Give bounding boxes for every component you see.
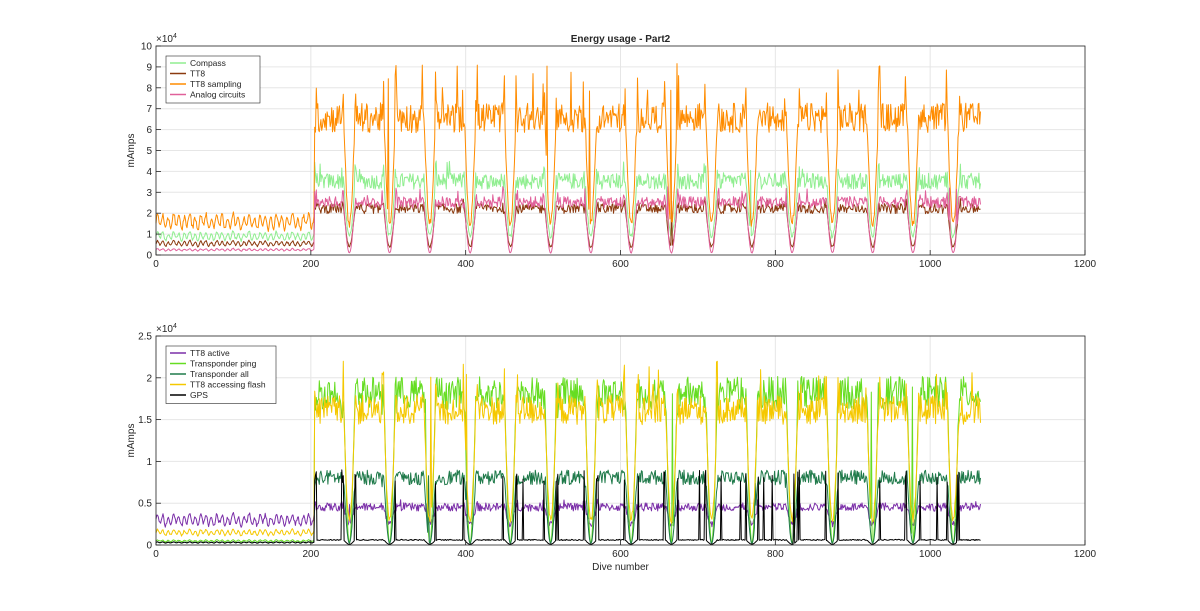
- y-tick-label: 1.5: [138, 415, 152, 426]
- x-tick-label: 200: [302, 259, 319, 270]
- y-tick-label: 6: [146, 125, 152, 136]
- series-line-0: [155, 160, 981, 243]
- y-tick-label: 4: [146, 167, 152, 178]
- y-tick-label: 10: [141, 42, 153, 53]
- y-tick-label: 2.5: [138, 332, 152, 343]
- legend-entry: Transponder all: [190, 369, 249, 379]
- y-tick-label: 0.5: [138, 499, 152, 510]
- chart-title: Energy usage - Part2: [571, 34, 671, 45]
- y-axis-label: mAmps: [126, 134, 137, 168]
- x-tick-label: 400: [457, 549, 474, 560]
- x-tick-label: 1200: [1074, 259, 1097, 270]
- x-tick-label: 600: [612, 549, 629, 560]
- x-tick-label: 1200: [1074, 549, 1097, 560]
- y-exponent-label: ×104: [156, 33, 177, 45]
- legend-entry: TT8 sampling: [190, 79, 242, 89]
- x-tick-label: 1000: [919, 549, 942, 560]
- legend-entry: Compass: [190, 58, 226, 68]
- legend-entry: GPS: [190, 390, 208, 400]
- top-chart-axes: 0 200 400 600 800 1000 1200 0 1 2 3 4 5 6 7 8 9 10×104 Ene…: [126, 33, 1097, 270]
- y-tick-label: 2: [146, 373, 152, 384]
- x-axis-label: Dive number: [592, 562, 649, 573]
- series-line-1: [155, 376, 981, 544]
- y-axis-label: mAmps: [126, 424, 137, 458]
- y-tick-label: 8: [146, 83, 152, 94]
- series-line-2: [155, 63, 981, 232]
- y-tick-label: 0: [146, 541, 152, 552]
- x-tick-label: 1000: [919, 259, 942, 270]
- x-tick-label: 200: [302, 549, 319, 560]
- x-tick-label: 800: [767, 259, 784, 270]
- x-tick-label: 600: [612, 259, 629, 270]
- series-line-3: [155, 360, 981, 537]
- series-group: [155, 63, 981, 254]
- series-line-3: [155, 186, 981, 254]
- x-tick-label: 0: [153, 259, 159, 270]
- y-tick-label: 7: [146, 104, 152, 115]
- legend-entry: TT8 accessing flash: [190, 380, 266, 390]
- bottom-chart-axes: 0 200 400 600 800 1000 1200 0 0.5 1 1.5 2 2.5 ×104 mAm…: [126, 323, 1097, 573]
- y-tick-label: 5: [146, 146, 152, 157]
- y-exponent-label: ×104: [156, 323, 177, 335]
- series-group: [155, 360, 981, 545]
- series-line-4: [155, 469, 981, 545]
- y-tick-label: 2: [146, 209, 152, 220]
- legend-entry: TT8: [190, 69, 205, 79]
- x-tick-label: 400: [457, 259, 474, 270]
- series-line-0: [155, 498, 981, 528]
- y-tick-label: 3: [146, 188, 152, 199]
- legend-entry: TT8 active: [190, 348, 230, 358]
- legend-entry: Analog circuits: [190, 90, 245, 100]
- x-tick-label: 800: [767, 549, 784, 560]
- x-tick-label: 0: [153, 549, 159, 560]
- y-tick-label: 1: [146, 230, 152, 241]
- y-tick-label: 9: [146, 62, 152, 73]
- legend-entry: Transponder ping: [190, 359, 257, 369]
- y-tick-label: 0: [146, 251, 152, 262]
- y-tick-label: 1: [146, 457, 152, 468]
- series-line-1: [155, 198, 981, 249]
